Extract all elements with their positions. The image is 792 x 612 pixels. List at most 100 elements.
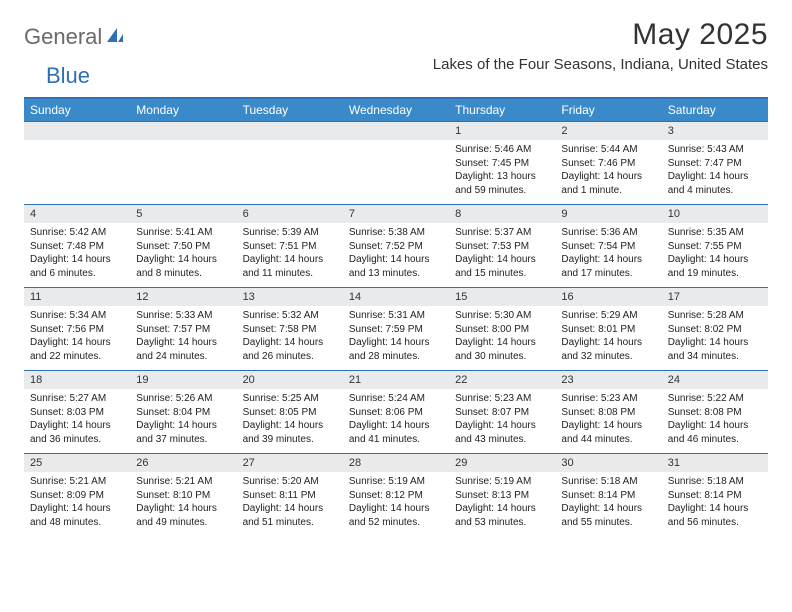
sunrise-text: Sunrise: 5:24 AM: [349, 392, 443, 406]
sunrise-text: Sunrise: 5:44 AM: [561, 143, 655, 157]
daylight-text: Daylight: 14 hours and 8 minutes.: [136, 253, 230, 280]
daylight-text: Daylight: 14 hours and 28 minutes.: [349, 336, 443, 363]
day-header: Wednesday: [343, 99, 449, 121]
sunrise-text: Sunrise: 5:39 AM: [243, 226, 337, 240]
day-cell: 20Sunrise: 5:25 AMSunset: 8:05 PMDayligh…: [237, 371, 343, 453]
sunset-text: Sunset: 7:50 PM: [136, 240, 230, 254]
daylight-text: Daylight: 14 hours and 34 minutes.: [668, 336, 762, 363]
day-header: Sunday: [24, 99, 130, 121]
day-number: 5: [130, 205, 236, 223]
day-number: 16: [555, 288, 661, 306]
daylight-text: Daylight: 14 hours and 56 minutes.: [668, 502, 762, 529]
sunset-text: Sunset: 7:54 PM: [561, 240, 655, 254]
day-number: [237, 122, 343, 140]
sunset-text: Sunset: 8:01 PM: [561, 323, 655, 337]
daylight-text: Daylight: 14 hours and 22 minutes.: [30, 336, 124, 363]
day-number: 6: [237, 205, 343, 223]
daylight-text: Daylight: 14 hours and 43 minutes.: [455, 419, 549, 446]
daylight-text: Daylight: 14 hours and 32 minutes.: [561, 336, 655, 363]
day-number: 12: [130, 288, 236, 306]
location-subtitle: Lakes of the Four Seasons, Indiana, Unit…: [433, 56, 768, 73]
day-header: Saturday: [662, 99, 768, 121]
sunset-text: Sunset: 8:08 PM: [561, 406, 655, 420]
daylight-text: Daylight: 14 hours and 13 minutes.: [349, 253, 443, 280]
sunset-text: Sunset: 8:14 PM: [561, 489, 655, 503]
sunset-text: Sunset: 7:55 PM: [668, 240, 762, 254]
week-row: 25Sunrise: 5:21 AMSunset: 8:09 PMDayligh…: [24, 453, 768, 536]
title-block: May 2025 Lakes of the Four Seasons, Indi…: [433, 18, 768, 73]
sunrise-text: Sunrise: 5:19 AM: [455, 475, 549, 489]
day-number: [24, 122, 130, 140]
sunset-text: Sunset: 8:09 PM: [30, 489, 124, 503]
sunrise-text: Sunrise: 5:26 AM: [136, 392, 230, 406]
day-number: 23: [555, 371, 661, 389]
day-cell: 5 Sunrise: 5:41 AMSunset: 7:50 PMDaylight…: [130, 205, 236, 287]
daylight-text: Daylight: 14 hours and 46 minutes.: [668, 419, 762, 446]
daylight-text: Daylight: 14 hours and 30 minutes.: [455, 336, 549, 363]
day-number: 26: [130, 454, 236, 472]
day-number: [130, 122, 236, 140]
day-body: Sunrise: 5:28 AMSunset: 8:02 PMDaylight:…: [662, 306, 768, 368]
day-cell: 16 Sunrise: 5:29 AMSunset: 8:01 PMDayligh…: [555, 288, 661, 370]
week-row: 1Sunrise: 5:46 AMSunset: 7:45 PMDaylight…: [24, 121, 768, 204]
calendar: Sunday Monday Tuesday Wednesday Thursday…: [24, 97, 768, 536]
sunset-text: Sunset: 7:47 PM: [668, 157, 762, 171]
day-body: Sunrise: 5:46 AMSunset: 7:45 PMDaylight:…: [449, 140, 555, 202]
day-cell: 21Sunrise: 5:24 AMSunset: 8:06 PMDayligh…: [343, 371, 449, 453]
sunrise-text: Sunrise: 5:18 AM: [668, 475, 762, 489]
day-cell: 19Sunrise: 5:26 AMSunset: 8:04 PMDayligh…: [130, 371, 236, 453]
sunrise-text: Sunrise: 5:29 AM: [561, 309, 655, 323]
day-body: Sunrise: 5:30 AMSunset: 8:00 PMDaylight:…: [449, 306, 555, 368]
sunrise-text: Sunrise: 5:41 AM: [136, 226, 230, 240]
day-cell: [24, 122, 130, 204]
day-header: Thursday: [449, 99, 555, 121]
daylight-text: Daylight: 14 hours and 17 minutes.: [561, 253, 655, 280]
sunset-text: Sunset: 8:03 PM: [30, 406, 124, 420]
day-cell: 3Sunrise: 5:43 AMSunset: 7:47 PMDaylight…: [662, 122, 768, 204]
daylight-text: Daylight: 14 hours and 37 minutes.: [136, 419, 230, 446]
daylight-text: Daylight: 14 hours and 44 minutes.: [561, 419, 655, 446]
sunrise-text: Sunrise: 5:33 AM: [136, 309, 230, 323]
sunrise-text: Sunrise: 5:25 AM: [243, 392, 337, 406]
day-body: Sunrise: 5:19 AMSunset: 8:12 PMDaylight:…: [343, 472, 449, 534]
day-cell: [343, 122, 449, 204]
day-cell: 14Sunrise: 5:31 AMSunset: 7:59 PMDayligh…: [343, 288, 449, 370]
daylight-text: Daylight: 14 hours and 51 minutes.: [243, 502, 337, 529]
sunrise-text: Sunrise: 5:38 AM: [349, 226, 443, 240]
sunset-text: Sunset: 7:57 PM: [136, 323, 230, 337]
day-body: Sunrise: 5:21 AMSunset: 8:09 PMDaylight:…: [24, 472, 130, 534]
sunset-text: Sunset: 7:51 PM: [243, 240, 337, 254]
sunrise-text: Sunrise: 5:22 AM: [668, 392, 762, 406]
sunrise-text: Sunrise: 5:19 AM: [349, 475, 443, 489]
sunset-text: Sunset: 8:02 PM: [668, 323, 762, 337]
day-cell: 4Sunrise: 5:42 AMSunset: 7:48 PMDaylight…: [24, 205, 130, 287]
day-cell: [130, 122, 236, 204]
day-number: 19: [130, 371, 236, 389]
daylight-text: Daylight: 14 hours and 48 minutes.: [30, 502, 124, 529]
sunrise-text: Sunrise: 5:46 AM: [455, 143, 549, 157]
day-number: 1: [449, 122, 555, 140]
day-header: Friday: [555, 99, 661, 121]
day-body: Sunrise: 5:18 AMSunset: 8:14 PMDaylight:…: [555, 472, 661, 534]
sunset-text: Sunset: 8:13 PM: [455, 489, 549, 503]
sunset-text: Sunset: 7:58 PM: [243, 323, 337, 337]
sunrise-text: Sunrise: 5:18 AM: [561, 475, 655, 489]
day-cell: 2Sunrise: 5:44 AMSunset: 7:46 PMDaylight…: [555, 122, 661, 204]
daylight-text: Daylight: 14 hours and 36 minutes.: [30, 419, 124, 446]
day-body: Sunrise: 5:19 AMSunset: 8:13 PMDaylight:…: [449, 472, 555, 534]
sunset-text: Sunset: 7:45 PM: [455, 157, 549, 171]
day-body: Sunrise: 5:34 AMSunset: 7:56 PMDaylight:…: [24, 306, 130, 368]
day-cell: 7Sunrise: 5:38 AMSunset: 7:52 PMDaylight…: [343, 205, 449, 287]
sunrise-text: Sunrise: 5:21 AM: [30, 475, 124, 489]
sunset-text: Sunset: 8:05 PM: [243, 406, 337, 420]
day-number: 2: [555, 122, 661, 140]
day-number: 21: [343, 371, 449, 389]
daylight-text: Daylight: 14 hours and 1 minute.: [561, 170, 655, 197]
daylight-text: Daylight: 14 hours and 26 minutes.: [243, 336, 337, 363]
weeks-container: 1Sunrise: 5:46 AMSunset: 7:45 PMDaylight…: [24, 121, 768, 536]
sunset-text: Sunset: 8:10 PM: [136, 489, 230, 503]
day-number: 14: [343, 288, 449, 306]
sunrise-text: Sunrise: 5:32 AM: [243, 309, 337, 323]
day-cell: 28Sunrise: 5:19 AMSunset: 8:12 PMDayligh…: [343, 454, 449, 536]
day-body: Sunrise: 5:44 AMSunset: 7:46 PMDaylight:…: [555, 140, 661, 202]
